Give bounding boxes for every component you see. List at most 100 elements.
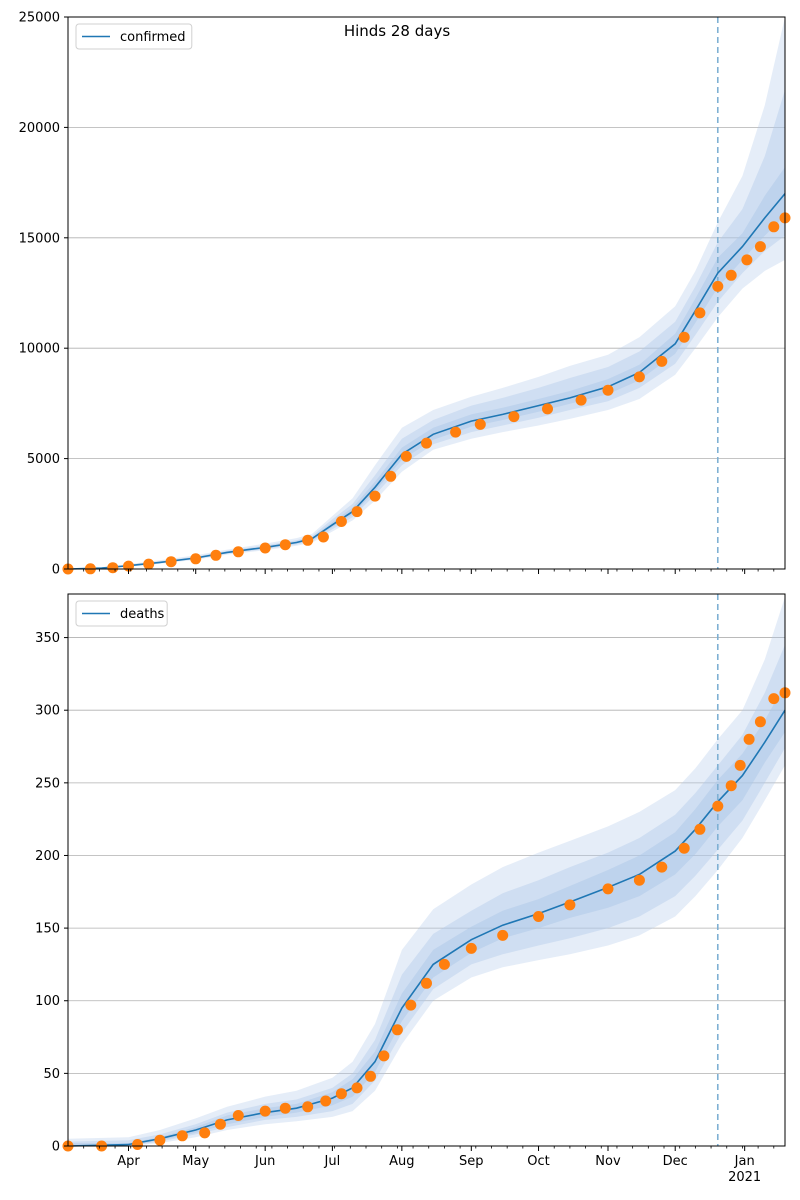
observed-point — [754, 241, 766, 253]
x-tick-label: Oct — [527, 1154, 549, 1169]
observed-point — [678, 842, 690, 854]
y-tick-label: 200 — [35, 849, 60, 864]
observed-point — [474, 418, 486, 430]
x-tick-label: Jun — [254, 1154, 275, 1169]
confirmed-panel: 0 5000 10000 15000 20000 25000 confirmed — [19, 11, 791, 578]
observed-point — [279, 539, 291, 551]
y-tick-label: 250 — [35, 776, 60, 791]
observed-point — [232, 546, 244, 558]
observed-point — [564, 899, 576, 911]
observed-point — [438, 958, 450, 970]
observed-point — [335, 1088, 347, 1100]
x-tick-label: Jul — [324, 1154, 341, 1169]
x-tick-label: Dec — [663, 1154, 688, 1169]
observed-point — [678, 331, 690, 343]
y-tick-label: 10000 — [19, 342, 60, 357]
observed-point — [712, 280, 724, 292]
y-tick-label: 300 — [35, 704, 60, 719]
observed-point — [214, 1118, 226, 1130]
observed-point — [385, 470, 397, 482]
legend: deaths — [75, 600, 168, 627]
observed-point — [365, 1070, 376, 1082]
observed-point — [450, 426, 462, 438]
y-tick-label: 0 — [52, 563, 60, 578]
x-tick-label: Sep — [459, 1154, 484, 1169]
legend-box — [75, 600, 168, 627]
observed-point — [259, 1105, 271, 1117]
observed-point — [369, 490, 381, 502]
observed-point — [279, 1102, 291, 1114]
x-tick-label: Aug — [389, 1154, 414, 1169]
y-tick-label: 15000 — [19, 231, 60, 246]
plot-frame — [67, 16, 786, 570]
y-tick-label: 100 — [35, 994, 60, 1009]
x-tick-label: Apr — [117, 1154, 140, 1169]
uncertainty-band — [68, 89, 785, 570]
observed-point — [391, 1024, 403, 1036]
plot-frame — [67, 593, 786, 1147]
y-tick-label: 0 — [52, 1140, 60, 1155]
observed-point — [165, 556, 177, 568]
observed-point — [533, 911, 544, 922]
observed-point — [602, 883, 614, 895]
observed-point — [107, 562, 119, 574]
model-line-confirmed — [67, 193, 786, 570]
observed-point — [725, 780, 737, 792]
observed-point — [602, 384, 614, 396]
observed-point — [132, 1139, 143, 1150]
observed-point — [768, 221, 780, 233]
observed-point — [405, 999, 417, 1011]
observed-point — [351, 1082, 363, 1094]
observed-point — [725, 269, 737, 281]
observed-point — [656, 861, 668, 873]
observed-point — [210, 549, 222, 561]
x-tick-label: Nov — [595, 1154, 621, 1169]
y-tick-label: 350 — [35, 631, 60, 646]
observed-point — [633, 371, 645, 383]
uncertainty-band — [68, 644, 785, 1146]
observed-point — [497, 929, 509, 941]
observed-point — [508, 411, 520, 423]
observed-point — [656, 355, 668, 367]
observed-point — [302, 534, 314, 546]
uncertainty-band — [68, 17, 785, 569]
uncertainty-band — [68, 684, 785, 1146]
observed-point — [302, 1101, 314, 1113]
observed-point — [154, 1134, 166, 1146]
observed-point — [335, 516, 347, 527]
observed-point — [421, 977, 432, 989]
observed-point — [351, 506, 363, 518]
observed-point — [694, 307, 706, 319]
observed-point — [743, 733, 755, 745]
observed-point — [400, 450, 412, 462]
observed-point — [734, 759, 746, 771]
observed-point — [465, 942, 477, 954]
legend-box — [75, 23, 193, 50]
observed-point — [754, 716, 766, 728]
legend-label: deaths — [120, 607, 165, 622]
observed-point — [320, 1095, 332, 1107]
observed-point — [694, 823, 706, 835]
observed-point — [633, 874, 645, 886]
observed-point — [542, 403, 553, 415]
observed-point — [575, 394, 587, 406]
figure-title: Hinds 28 days — [344, 22, 451, 40]
x-tick-label: May — [182, 1154, 209, 1169]
observed-point — [232, 1110, 244, 1121]
y-tick-label: 150 — [35, 922, 60, 937]
y-tick-label: 25000 — [19, 11, 60, 26]
legend-label: confirmed — [120, 30, 186, 45]
observed-point — [199, 1127, 211, 1139]
x-tick-label: 2021 — [728, 1170, 761, 1185]
legend: confirmed — [75, 23, 193, 50]
y-tick-label: 5000 — [27, 452, 60, 467]
x-tick-label: Jan — [734, 1154, 755, 1169]
observed-point — [421, 437, 432, 449]
observed-point — [378, 1050, 390, 1062]
observed-point — [768, 693, 780, 705]
observed-point — [143, 558, 155, 570]
y-tick-label: 20000 — [19, 121, 60, 136]
observed-point — [259, 542, 271, 554]
observed-point — [190, 553, 202, 565]
